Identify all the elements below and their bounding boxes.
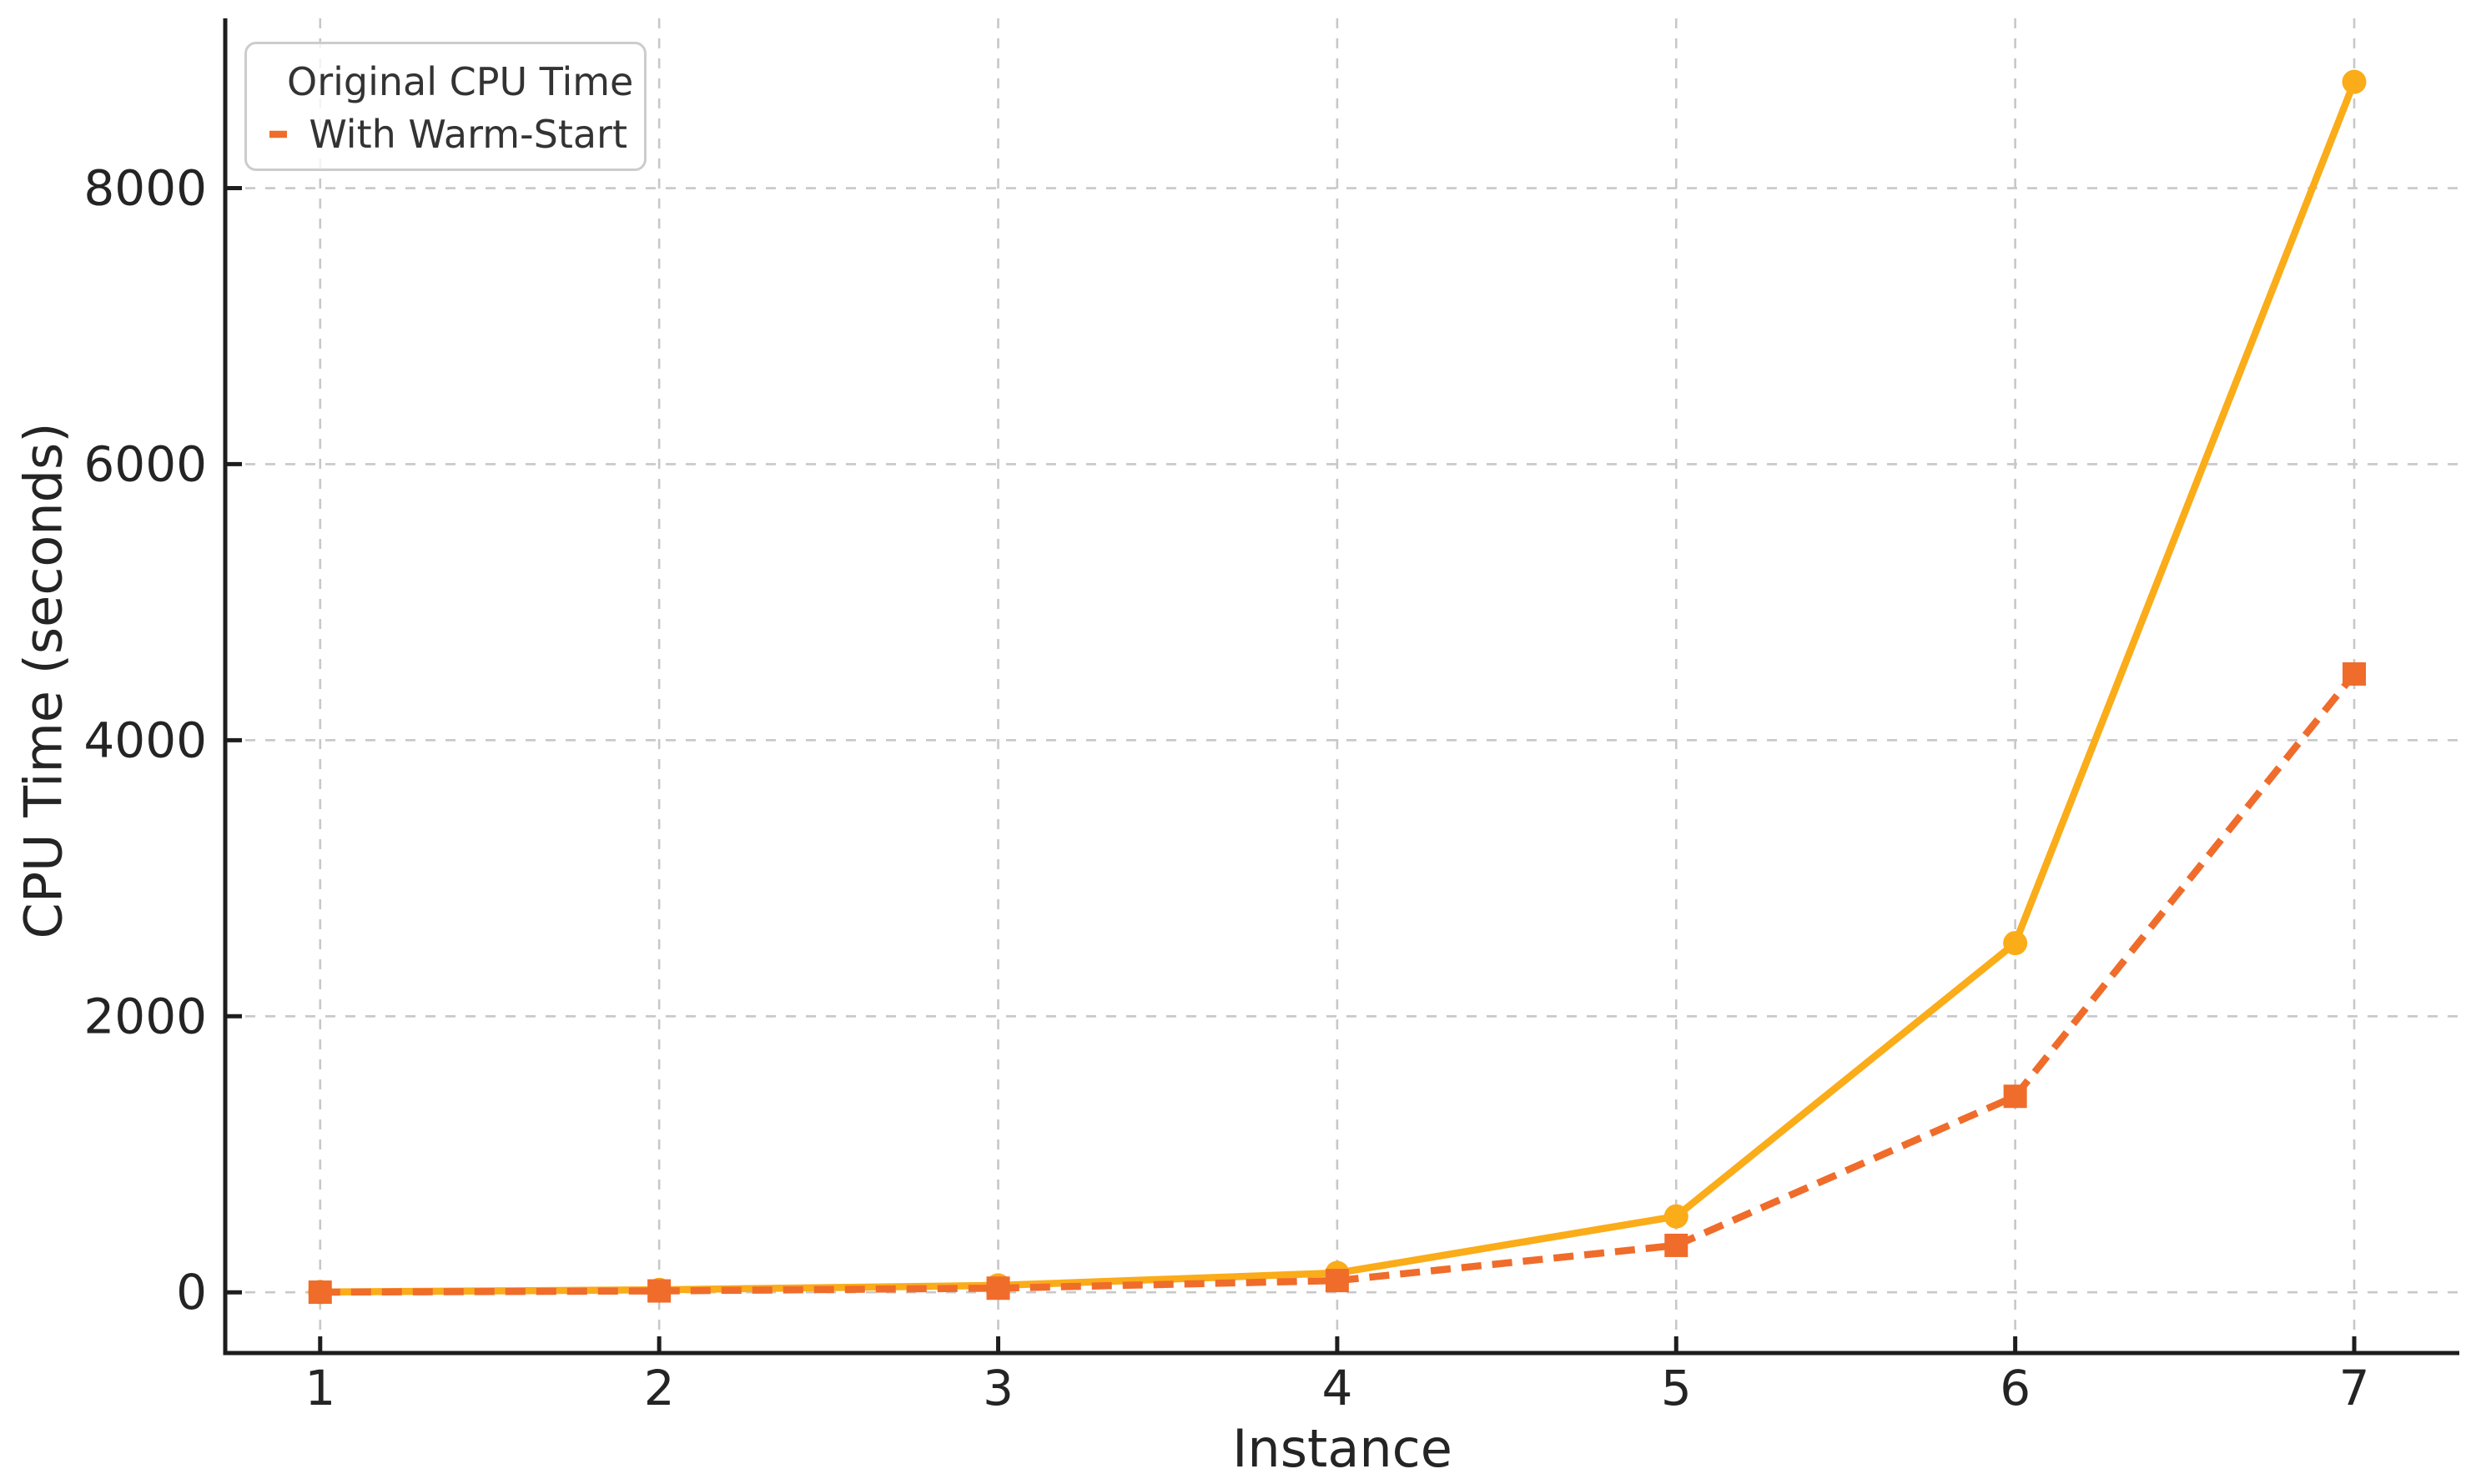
x-tick-label: 6 [2000,1360,2031,1416]
y-tick-label: 8000 [83,160,207,217]
marker-square [308,1280,332,1305]
marker-circle [1663,1204,1688,1229]
legend-label: Original CPU Time [287,59,634,105]
x-tick-label: 1 [304,1360,335,1416]
y-tick-label: 4000 [83,712,207,768]
legend-item: Original CPU Time [265,59,633,104]
y-axis-label: CPU Time (seconds) [13,422,74,939]
marker-square [2003,1084,2027,1109]
marker-circle [2342,69,2367,94]
x-tick-label: 4 [1321,1360,1352,1416]
marker-square [986,1276,1010,1300]
x-tick-label: 2 [644,1360,675,1416]
y-tick-label: 2000 [83,988,207,1044]
legend: Original CPU Time With Warm-Start [244,42,647,171]
marker-square [1325,1269,1349,1293]
marker-square [647,1279,672,1303]
x-axis-label: Instance [1232,1418,1452,1479]
legend-item: With Warm-Start [265,112,627,157]
marker-circle [2003,931,2028,956]
legend-sample-dashed-line-square [269,130,288,138]
legend-label: With Warm-Start [309,111,627,157]
x-tick-label: 5 [1661,1360,1692,1416]
marker-square [1664,1233,1688,1257]
y-tick-label: 0 [176,1264,207,1321]
y-tick-label: 6000 [83,435,207,492]
x-tick-label: 7 [2339,1360,2370,1416]
marker-square [2343,662,2367,686]
x-tick-label: 3 [983,1360,1014,1416]
